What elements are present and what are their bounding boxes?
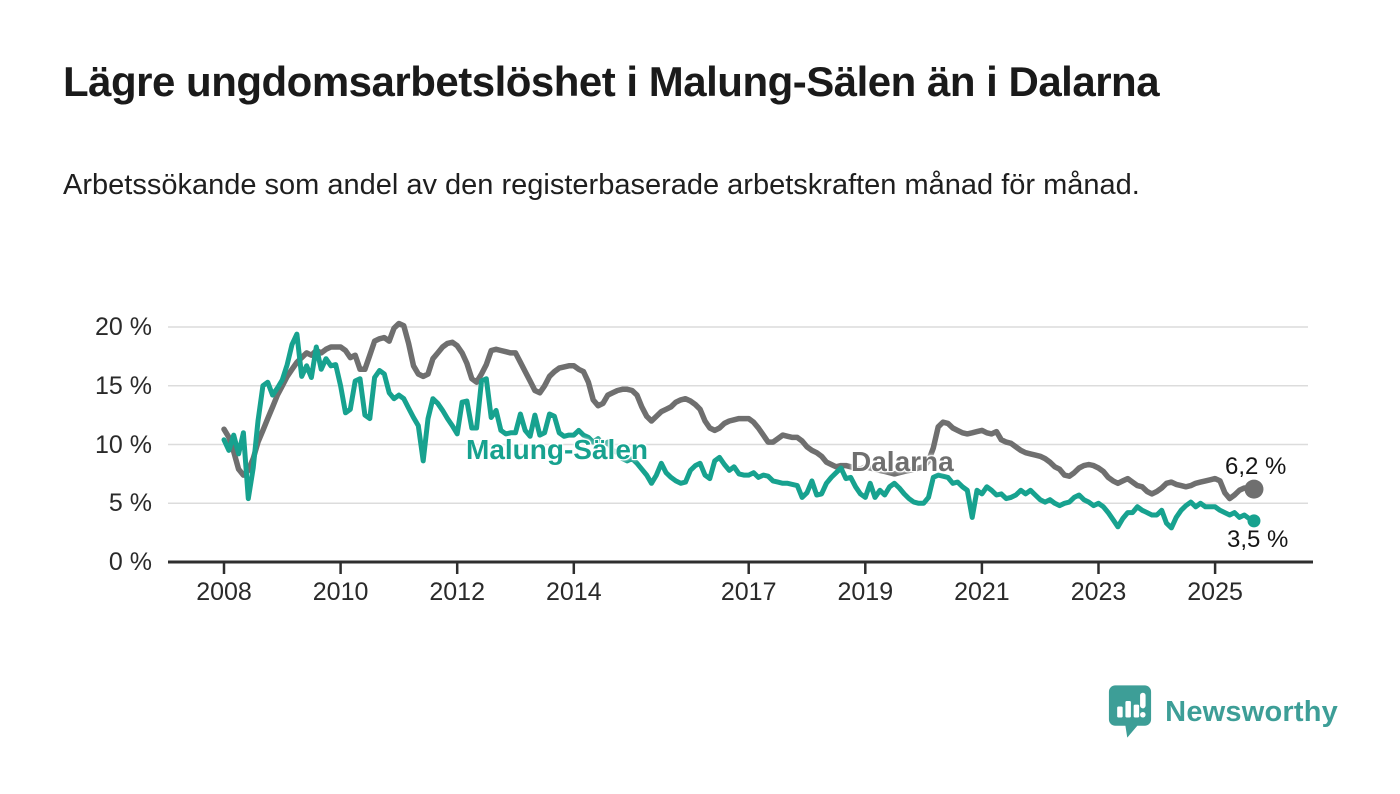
series-label-malung-salen: Malung-Sälen xyxy=(466,434,649,465)
newsworthy-branding[interactable]: Newsworthy xyxy=(1108,684,1338,740)
end-value-label-malung-salen: 3,5 % xyxy=(1227,526,1289,553)
x-axis-tick-label: 2019 xyxy=(837,578,894,606)
x-axis-tick-label: 2025 xyxy=(1187,578,1243,606)
series-line-dalarna xyxy=(221,320,1257,502)
y-axis-tick-label: 0 % xyxy=(108,548,152,576)
newsworthy-logo-icon xyxy=(1109,685,1152,738)
y-axis-tick-label: 10 % xyxy=(95,430,152,459)
end-value-label-dalarna: 6,2 % xyxy=(1225,453,1287,480)
page-title: Lägre ungdomsarbetslöshet i Malung-Sälen… xyxy=(63,58,1160,105)
x-axis-tick-label: 2014 xyxy=(545,578,602,606)
series-label-dalarna: Dalarna xyxy=(851,446,954,477)
x-axis-tick-label: 2021 xyxy=(954,578,1010,606)
series-end-dot-dalarna xyxy=(1244,479,1264,499)
x-axis-tick-label: 2017 xyxy=(720,578,777,606)
y-axis-tick-label: 20 % xyxy=(95,313,152,341)
y-axis-tick-label: 5 % xyxy=(108,489,152,518)
x-axis-tick-label: 2010 xyxy=(312,578,369,606)
newsworthy-logo-text: Newsworthy xyxy=(1165,695,1338,728)
x-axis-tick-label: 2012 xyxy=(429,578,485,606)
x-axis-tick-label: 2023 xyxy=(1070,578,1127,606)
chart-subtitle: Arbetssökande som andel av den registerb… xyxy=(63,169,1140,201)
series-line-malung-salen xyxy=(221,331,1257,531)
x-axis-tick-label: 2008 xyxy=(196,578,252,606)
y-axis-tick-label: 15 % xyxy=(95,371,152,400)
